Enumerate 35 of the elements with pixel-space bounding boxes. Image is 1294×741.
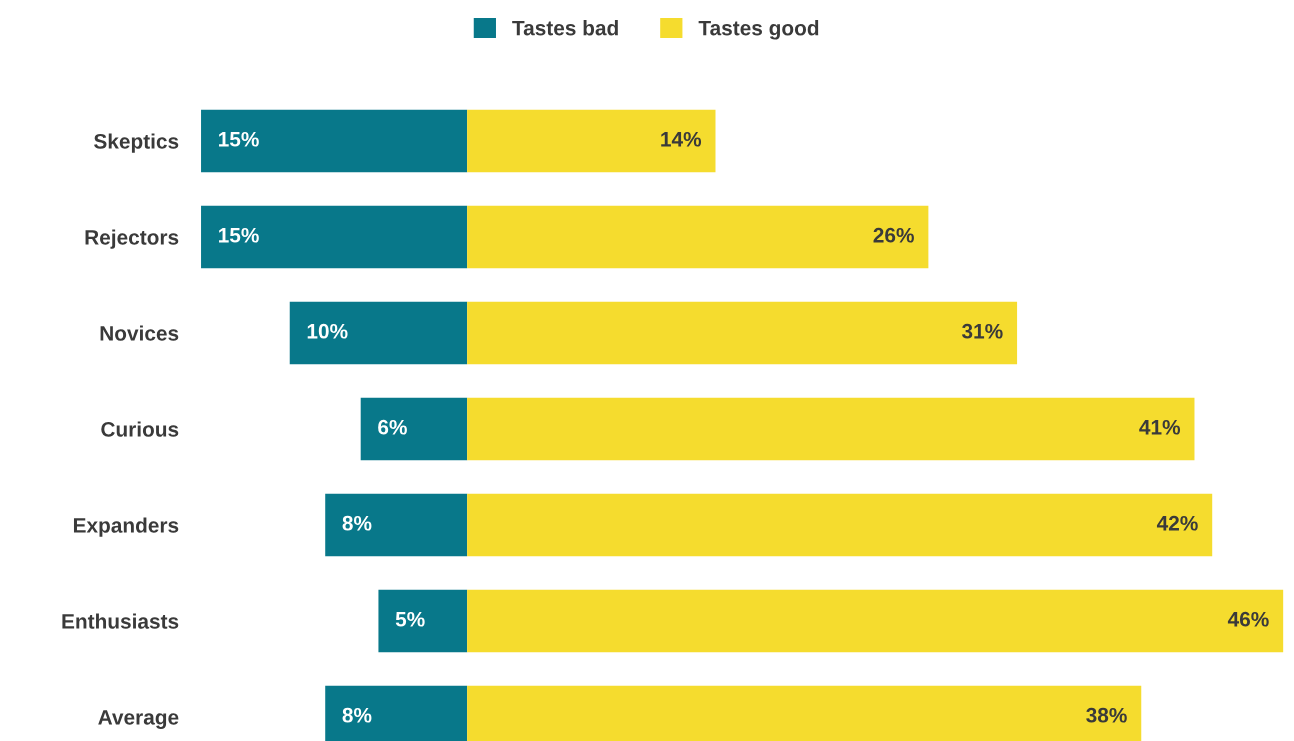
data-label: 26% bbox=[873, 227, 914, 243]
legend-label: Tastes good bbox=[698, 20, 819, 40]
bar bbox=[467, 109, 716, 173]
bar bbox=[201, 205, 468, 269]
annotation: 6% bbox=[378, 419, 407, 435]
bar bbox=[289, 301, 468, 365]
annotation: 15% bbox=[219, 131, 259, 147]
y-tick-label: Rejectors bbox=[85, 229, 179, 249]
annotation: 5% bbox=[395, 611, 425, 627]
bar bbox=[467, 301, 1018, 365]
data-label: 42% bbox=[1156, 515, 1198, 531]
bar bbox=[378, 589, 468, 653]
annotation: 15% bbox=[219, 227, 259, 243]
bar bbox=[325, 493, 468, 557]
bar bbox=[360, 397, 468, 461]
data-label: 41% bbox=[1139, 419, 1181, 435]
annotation: 10% bbox=[307, 323, 348, 339]
y-tick-label: Enthusiasts bbox=[62, 613, 179, 629]
data-label: 31% bbox=[961, 323, 1003, 339]
annotation: 8% bbox=[342, 515, 372, 531]
bar bbox=[467, 589, 1284, 653]
y-tick-label: Skeptics bbox=[94, 133, 179, 153]
y-tick-label: Novices bbox=[100, 325, 179, 341]
bar bbox=[467, 397, 1195, 461]
data-label: 14% bbox=[661, 131, 702, 147]
data-label: 46% bbox=[1227, 611, 1269, 627]
bar bbox=[201, 109, 468, 173]
bar bbox=[467, 493, 1213, 557]
y-tick-label: Average bbox=[98, 710, 179, 729]
data-label: 38% bbox=[1086, 707, 1127, 723]
legend-label: Tastes bad bbox=[512, 20, 618, 36]
y-tick-label: Expanders bbox=[73, 517, 179, 537]
bar bbox=[467, 205, 929, 269]
annotation: 8% bbox=[342, 707, 372, 723]
y-tick-label: Curious bbox=[101, 421, 179, 437]
